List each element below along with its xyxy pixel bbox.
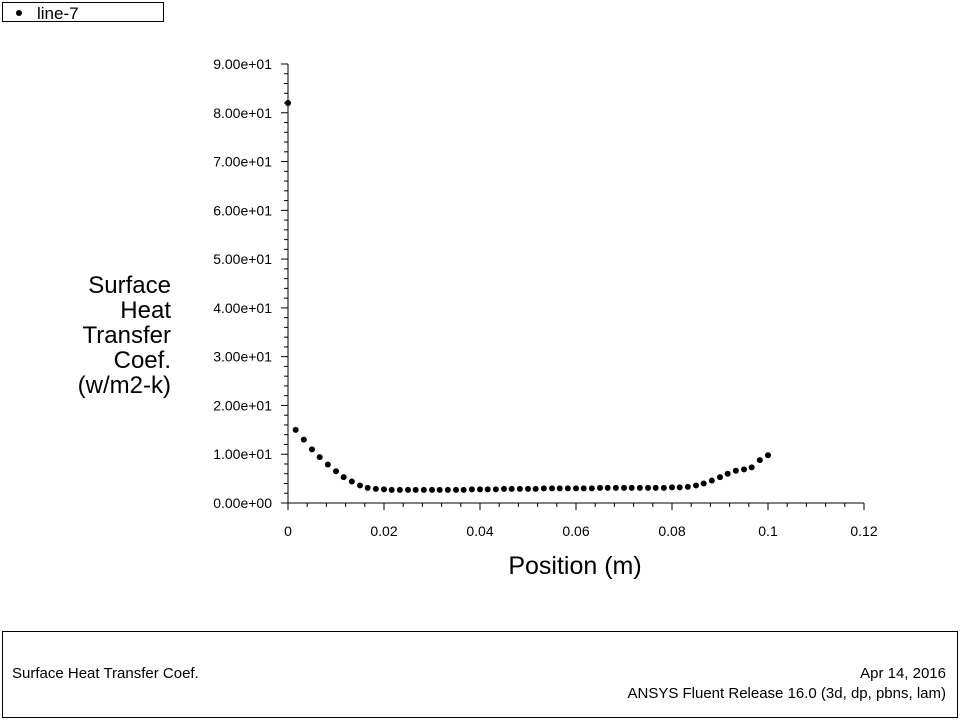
data-point bbox=[588, 485, 595, 492]
y-tick-label: 9.00e+01 bbox=[213, 56, 272, 72]
x-tick-label: 0.02 bbox=[370, 523, 397, 539]
data-point bbox=[405, 486, 411, 493]
data-point bbox=[348, 478, 355, 485]
data-point bbox=[516, 485, 523, 492]
data-point bbox=[636, 484, 643, 491]
y-tick-label: 2.00e+01 bbox=[213, 397, 272, 413]
data-point bbox=[684, 483, 691, 490]
data-point bbox=[549, 485, 555, 492]
y-axis-label-line: Surface bbox=[88, 272, 171, 299]
x-ticks: 0 0.02 0.04 0.06 0.08 0.1 0.12 bbox=[284, 503, 878, 539]
data-point bbox=[285, 100, 291, 107]
x-tick-label: 0.1 bbox=[758, 523, 778, 539]
data-point bbox=[292, 426, 299, 433]
data-point bbox=[468, 486, 475, 493]
data-point bbox=[396, 486, 403, 493]
data-point bbox=[621, 484, 627, 491]
data-point bbox=[508, 485, 515, 492]
data-point bbox=[645, 484, 651, 491]
x-tick-label: 0.08 bbox=[658, 523, 685, 539]
data-point bbox=[756, 457, 763, 464]
data-point bbox=[388, 486, 395, 493]
data-point bbox=[420, 486, 427, 493]
x-tick-label: 0.06 bbox=[562, 523, 589, 539]
y-axis-label-line: Coef. bbox=[114, 347, 171, 374]
y-axis-label-line: Transfer bbox=[83, 322, 171, 349]
data-point bbox=[444, 486, 451, 493]
data-point bbox=[748, 464, 755, 471]
data-point bbox=[501, 485, 507, 492]
data-point bbox=[717, 474, 723, 481]
data-point bbox=[628, 484, 635, 491]
data-point bbox=[532, 485, 539, 492]
y-axis-label-line: Heat bbox=[120, 297, 171, 324]
data-point bbox=[580, 485, 587, 492]
data-point bbox=[364, 484, 371, 491]
footer-title: Surface Heat Transfer Coef. bbox=[12, 665, 199, 682]
data-point bbox=[381, 486, 387, 493]
data-point bbox=[492, 486, 499, 493]
data-point bbox=[597, 484, 603, 491]
data-point bbox=[460, 486, 467, 493]
y-tick-label: 3.00e+01 bbox=[213, 349, 272, 365]
y-tick-label: 1.00e+01 bbox=[213, 446, 272, 462]
data-point bbox=[412, 486, 419, 493]
axes bbox=[287, 64, 864, 504]
data-point bbox=[700, 480, 707, 487]
data-point bbox=[564, 485, 571, 492]
y-tick-label: 7.00e+01 bbox=[213, 154, 272, 170]
data-point bbox=[525, 485, 531, 492]
y-tick-label: 8.00e+01 bbox=[213, 105, 272, 121]
data-point bbox=[540, 485, 547, 492]
x-tick-label: 0.12 bbox=[850, 523, 877, 539]
x-tick-label: 0 bbox=[284, 523, 292, 539]
legend-marker-icon bbox=[16, 10, 22, 16]
data-point bbox=[765, 452, 771, 459]
data-point bbox=[453, 486, 459, 493]
data-point bbox=[669, 484, 675, 491]
data-point bbox=[477, 486, 483, 493]
data-point bbox=[556, 485, 563, 492]
x-tick-label: 0.04 bbox=[466, 523, 493, 539]
y-tick-label: 5.00e+01 bbox=[213, 251, 272, 267]
data-point bbox=[676, 484, 683, 491]
data-point bbox=[300, 436, 307, 443]
x-axis-label: Position (m) bbox=[508, 552, 641, 580]
data-point bbox=[660, 484, 667, 491]
data-point bbox=[652, 484, 659, 491]
footer-panel: Surface Heat Transfer Coef. Apr 14, 2016… bbox=[2, 631, 958, 718]
legend-label: line-7 bbox=[37, 4, 79, 23]
y-tick-label: 6.00e+01 bbox=[213, 202, 272, 218]
chart: 0.00e+00 1.00e+01 2.00e+01 3.00e+01 4.00e+01… bbox=[78, 56, 878, 580]
data-point bbox=[309, 446, 315, 453]
data-point bbox=[573, 485, 579, 492]
data-point bbox=[436, 486, 443, 493]
data-point bbox=[324, 461, 331, 468]
data-point bbox=[357, 482, 363, 489]
y-ticks: 0.00e+00 1.00e+01 2.00e+01 3.00e+01 4.00e+01… bbox=[213, 56, 288, 511]
data-point bbox=[340, 474, 347, 481]
legend: line-7 bbox=[2, 2, 164, 23]
data-point bbox=[372, 485, 379, 492]
data-point bbox=[741, 466, 747, 473]
y-axis-label-line: (w/m2-k) bbox=[78, 372, 171, 399]
data-point bbox=[724, 470, 731, 477]
y-tick-label: 0.00e+00 bbox=[213, 495, 272, 511]
data-point bbox=[612, 484, 619, 491]
data-point bbox=[484, 486, 491, 493]
data-points bbox=[285, 100, 771, 493]
data-point bbox=[316, 454, 323, 461]
data-point bbox=[429, 486, 435, 493]
footer-date: Apr 14, 2016 bbox=[860, 665, 946, 682]
data-point bbox=[333, 468, 339, 475]
data-point bbox=[604, 484, 611, 491]
y-tick-label: 4.00e+01 bbox=[213, 300, 272, 316]
data-point bbox=[693, 482, 699, 489]
footer-release: ANSYS Fluent Release 16.0 (3d, dp, pbns,… bbox=[627, 685, 946, 702]
data-point bbox=[732, 467, 739, 474]
data-point bbox=[708, 477, 715, 484]
